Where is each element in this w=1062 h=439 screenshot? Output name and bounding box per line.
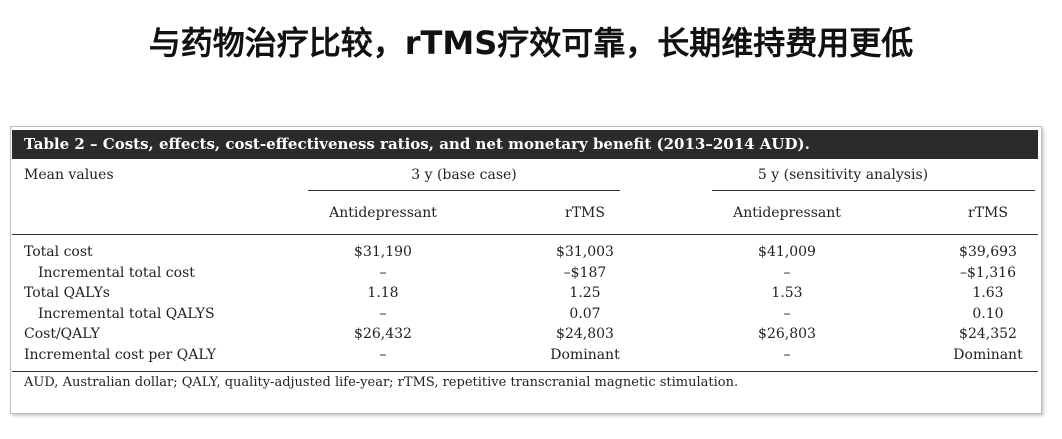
cell: 1.25 — [569, 285, 601, 301]
group-rule — [712, 190, 1035, 191]
cell: – — [783, 264, 791, 281]
header-rule — [12, 234, 1038, 235]
cell: $41,009 — [758, 244, 816, 260]
cell: $24,352 — [959, 326, 1017, 342]
table-footnote: AUD, Australian dollar; QALY, quality-ad… — [24, 375, 739, 390]
column-header: Antidepressant — [329, 205, 437, 221]
caption-bar — [12, 130, 1038, 159]
column-header: rTMS — [565, 205, 605, 221]
cell: 0.10 — [972, 305, 1004, 322]
cell: – — [783, 305, 791, 322]
group-header: 5 y (sensitivity analysis) — [757, 167, 929, 183]
cell: $26,432 — [354, 326, 412, 342]
cell: 1.53 — [771, 285, 803, 301]
column-header: Antidepressant — [733, 205, 841, 221]
row-label: Total QALYs — [24, 285, 110, 301]
cell: 1.63 — [972, 285, 1004, 301]
cell: – — [379, 305, 387, 322]
group-rule — [308, 190, 620, 191]
row-label: Incremental total cost — [38, 264, 195, 281]
cell: – — [379, 346, 387, 363]
slide-title: 与药物治疗比较，rTMS疗效可靠，长期维持费用更低 — [148, 24, 914, 62]
cell: 0.07 — [569, 305, 601, 322]
cell: $39,693 — [959, 244, 1017, 260]
cell: Dominant — [550, 346, 620, 363]
cell: $26,803 — [758, 326, 816, 342]
row-label: Incremental cost per QALY — [24, 346, 216, 363]
table-frame — [10, 126, 1042, 414]
column-header: rTMS — [968, 205, 1008, 221]
cell: – — [783, 346, 791, 363]
cell: Dominant — [953, 346, 1023, 363]
cell: 1.18 — [367, 285, 399, 301]
stub-header: Mean values — [24, 167, 114, 183]
cell: $31,190 — [354, 244, 412, 260]
row-label: Total cost — [24, 244, 93, 260]
cell: $24,803 — [556, 326, 614, 342]
cell: $31,003 — [556, 244, 614, 260]
row-label: Cost/QALY — [24, 326, 100, 342]
footer-rule — [12, 371, 1038, 372]
row-label: Incremental total QALYS — [38, 305, 215, 322]
cell: – — [379, 264, 387, 281]
cell: –$1,316 — [960, 264, 1016, 281]
cell: –$187 — [563, 264, 607, 281]
table-caption: Table 2 – Costs, effects, cost-effective… — [24, 135, 810, 153]
group-header: 3 y (base case) — [411, 167, 517, 183]
